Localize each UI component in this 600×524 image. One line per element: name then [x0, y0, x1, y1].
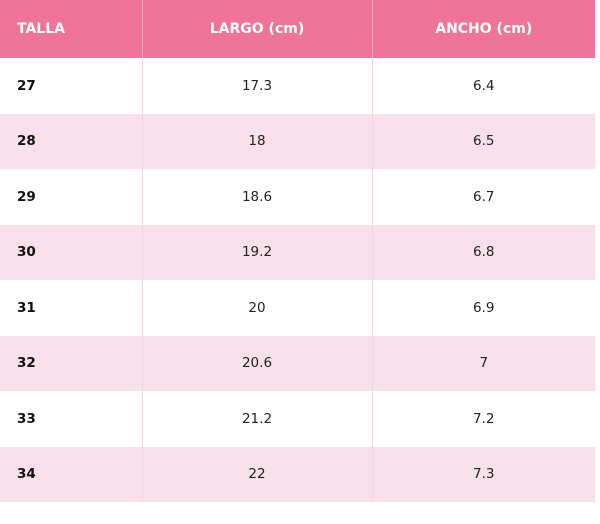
table-row: 27 17.3 6.4 [0, 58, 595, 114]
measure-cell: 6.8 [372, 224, 595, 280]
measure-cell: 6.4 [372, 58, 595, 114]
measure-cell: 7.2 [372, 391, 595, 447]
size-cell: 34 [0, 446, 143, 502]
header-cell: ANCHO (cm) [372, 0, 595, 58]
measure-cell: 6.7 [372, 169, 595, 225]
table-row: 33 21.2 7.2 [0, 391, 595, 447]
table-row: 32 20.6 7 [0, 335, 595, 391]
table-row: 34 22 7.3 [0, 446, 595, 502]
size-table: TALLA LARGO (cm) ANCHO (cm) 27 17.3 6.4 28 18 6… [0, 0, 595, 502]
size-cell: 28 [0, 113, 143, 169]
measure-cell: 20 [142, 280, 373, 336]
table-body: 27 17.3 6.4 28 18 6.5 29 18.6 6.7 30 19.2 6.8 31 20 6.… [0, 58, 595, 502]
size-cell: 31 [0, 280, 143, 336]
size-cell: 30 [0, 224, 143, 280]
size-cell: 27 [0, 58, 143, 114]
measure-cell: 7 [372, 335, 595, 391]
measure-cell: 6.9 [372, 280, 595, 336]
header-cell: LARGO (cm) [142, 0, 373, 58]
table-row: 30 19.2 6.8 [0, 224, 595, 280]
table-row: 28 18 6.5 [0, 113, 595, 169]
measure-cell: 6.5 [372, 113, 595, 169]
table-header: TALLA LARGO (cm) ANCHO (cm) [0, 0, 595, 58]
header-row: TALLA LARGO (cm) ANCHO (cm) [0, 0, 595, 58]
measure-cell: 20.6 [142, 335, 373, 391]
measure-cell: 19.2 [142, 224, 373, 280]
measure-cell: 7.3 [372, 446, 595, 502]
measure-cell: 18.6 [142, 169, 373, 225]
size-cell: 32 [0, 335, 143, 391]
size-cell: 29 [0, 169, 143, 225]
measure-cell: 17.3 [142, 58, 373, 114]
measure-cell: 22 [142, 446, 373, 502]
size-cell: 33 [0, 391, 143, 447]
table-row: 31 20 6.9 [0, 280, 595, 336]
measure-cell: 18 [142, 113, 373, 169]
measure-cell: 21.2 [142, 391, 373, 447]
table-row: 29 18.6 6.7 [0, 169, 595, 225]
header-cell: TALLA [0, 0, 143, 58]
